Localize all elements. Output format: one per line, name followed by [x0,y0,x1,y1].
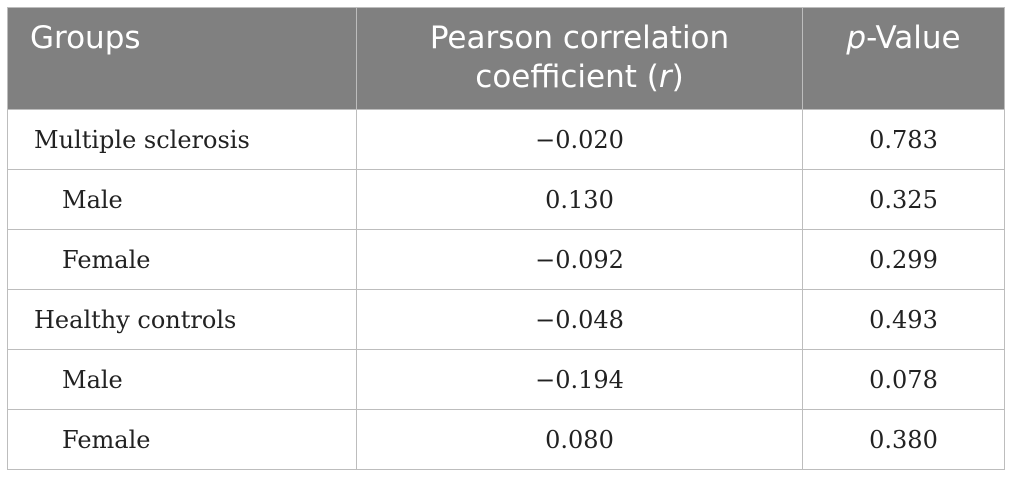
p-cell: 0.325 [802,169,1005,230]
p-cell: 0.299 [802,229,1005,290]
group-cell: Male [7,349,357,410]
p-cell: 0.493 [802,289,1005,350]
table-row: Female −0.092 0.299 [7,229,1005,290]
header-groups: Groups [7,7,357,110]
table-row: Female 0.080 0.380 [7,409,1005,470]
r-cell: −0.092 [356,229,803,290]
r-cell: −0.048 [356,289,803,350]
header-p-value: p-Value [802,7,1005,110]
table-row: Multiple sclerosis −0.020 0.783 [7,109,1005,170]
header-row: Groups Pearson correlation coefficient (… [7,7,1005,110]
r-cell: −0.194 [356,349,803,410]
p-cell: 0.078 [802,349,1005,410]
r-cell: 0.130 [356,169,803,230]
header-pearson-r: Pearson correlation coefficient (r) [356,7,803,110]
r-cell: 0.080 [356,409,803,470]
r-cell: −0.020 [356,109,803,170]
p-cell: 0.380 [802,409,1005,470]
table-row: Male 0.130 0.325 [7,169,1005,230]
correlation-table: Groups Pearson correlation coefficient (… [7,7,1005,470]
group-cell: Male [7,169,357,230]
group-cell: Multiple sclerosis [7,109,357,170]
p-cell: 0.783 [802,109,1005,170]
group-cell: Female [7,409,357,470]
group-cell: Healthy controls [7,289,357,350]
table-row: Healthy controls −0.048 0.493 [7,289,1005,350]
table-row: Male −0.194 0.078 [7,349,1005,410]
group-cell: Female [7,229,357,290]
